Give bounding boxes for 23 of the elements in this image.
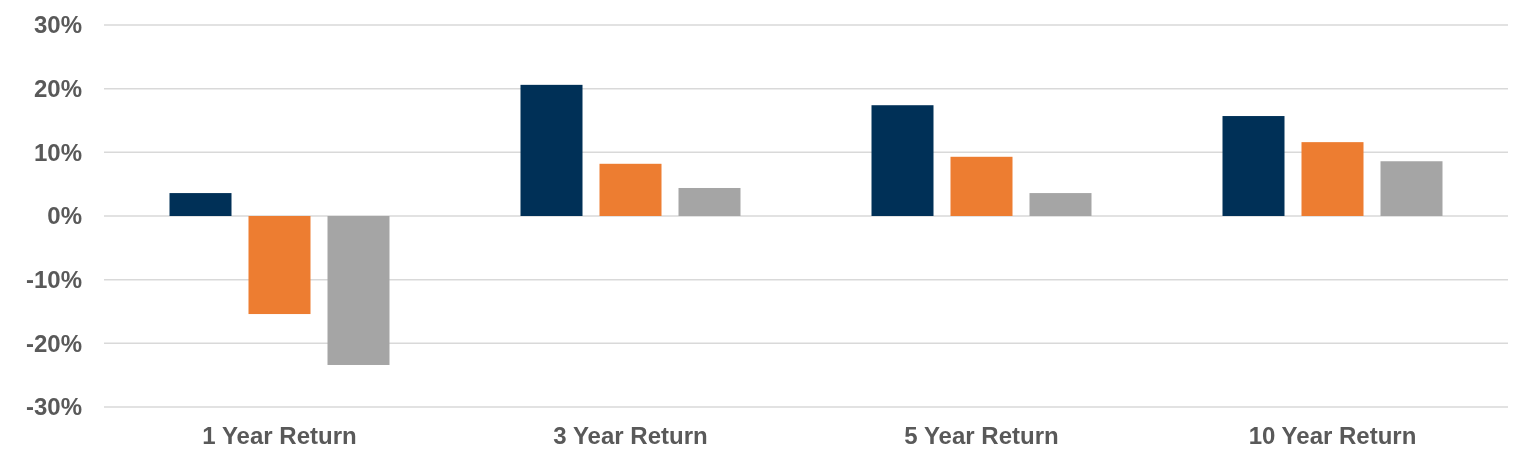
y-tick-label: -20% — [25, 329, 82, 357]
bar — [871, 105, 934, 216]
bar — [599, 163, 662, 216]
y-tick-label: -30% — [25, 393, 82, 421]
bar — [1301, 142, 1364, 216]
bar — [1380, 161, 1443, 216]
bar — [169, 193, 232, 216]
y-tick-label: 0% — [47, 202, 82, 230]
y-tick-label: -10% — [25, 266, 82, 294]
y-tick-label: 10% — [33, 138, 82, 166]
x-tick-label: 3 Year Return — [553, 422, 708, 450]
bar — [327, 216, 390, 365]
bar — [678, 187, 741, 216]
x-tick-label: 1 Year Return — [202, 422, 357, 450]
bar — [1222, 116, 1285, 216]
bar — [520, 84, 583, 216]
bar — [1029, 193, 1092, 216]
bar — [248, 216, 311, 315]
x-tick-label: 5 Year Return — [904, 422, 1059, 450]
y-tick-label: 30% — [33, 11, 82, 39]
x-tick-label: 10 Year Return — [1248, 422, 1417, 450]
y-tick-label: 20% — [33, 75, 82, 103]
bar — [950, 156, 1013, 216]
